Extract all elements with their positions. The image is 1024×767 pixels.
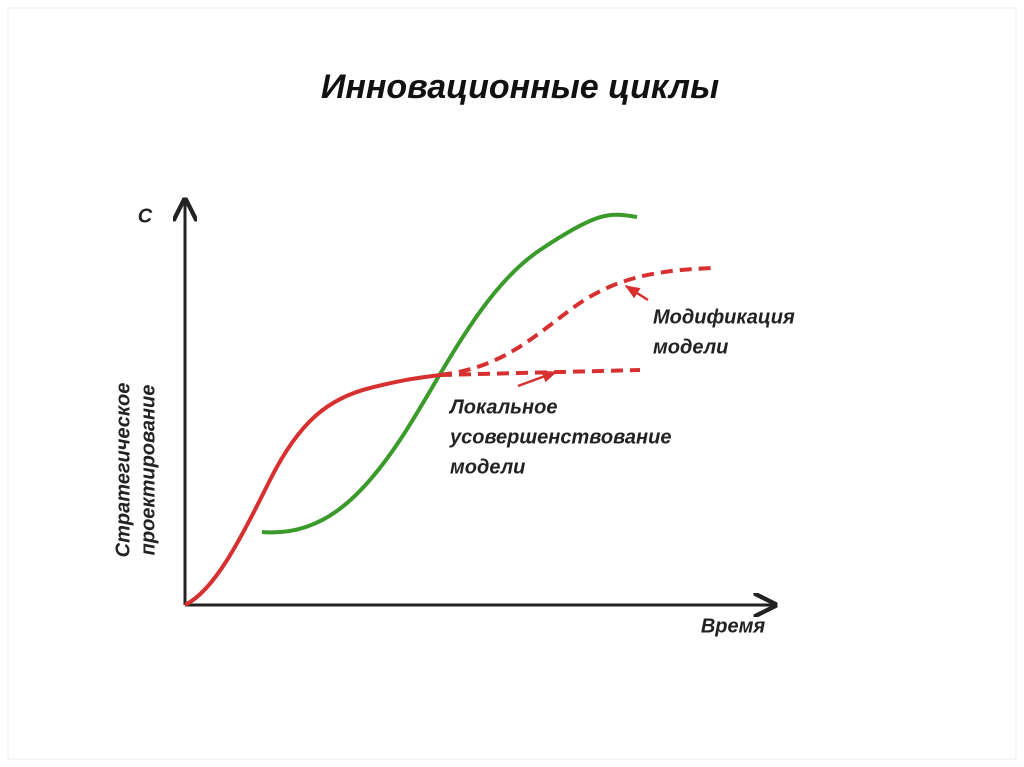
red-curve: [184, 373, 441, 607]
annotation: модели: [450, 456, 525, 478]
y-title: Стратегическое: [112, 383, 134, 558]
y-title: проектирование: [137, 385, 159, 556]
annotation: модели: [653, 336, 728, 358]
green-curve: [261, 212, 638, 535]
local-curve: [439, 368, 641, 377]
slide: [7, 7, 1017, 760]
annotation: усовершенствование: [449, 426, 671, 448]
title: Инновационные циклы: [321, 68, 719, 106]
annotation: Модификация: [653, 306, 795, 328]
x-label: Время: [701, 615, 766, 637]
modification-curve: [439, 266, 716, 377]
y-label: С: [138, 205, 153, 227]
pointer: [624, 284, 649, 302]
pointer: [517, 370, 558, 388]
annotation: Локальное: [448, 396, 557, 418]
